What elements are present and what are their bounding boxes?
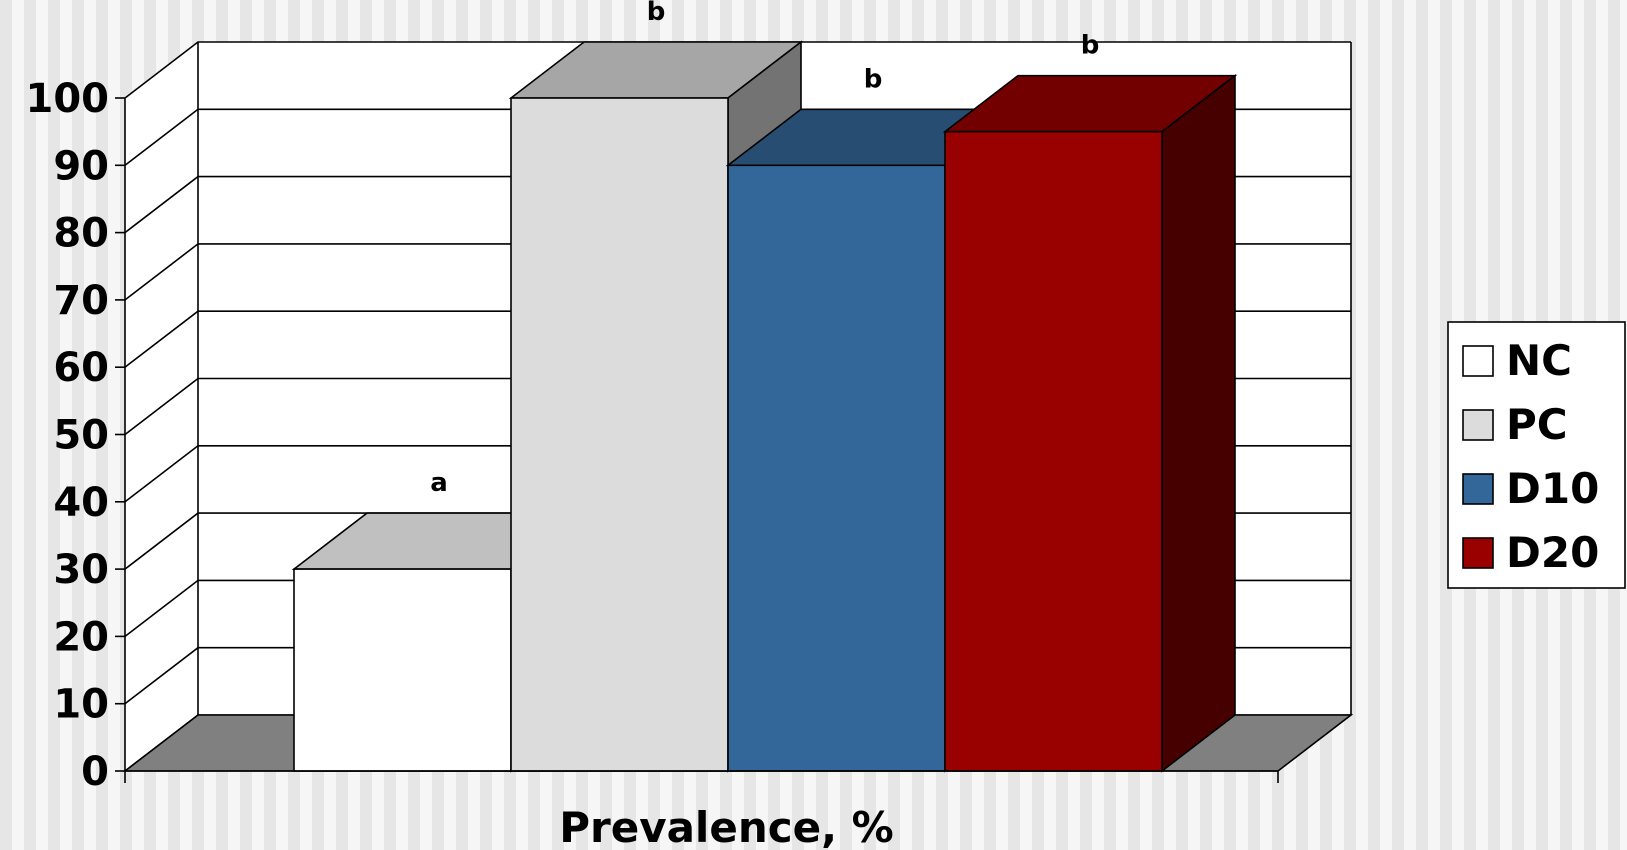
x-axis-title: Prevalence, % [559, 803, 894, 850]
y-tick-label: 40 [53, 480, 109, 526]
bar-d20 [942, 74, 1238, 773]
legend-label: NC [1506, 336, 1572, 385]
legend-label: PC [1506, 400, 1568, 449]
legend-swatch [1462, 409, 1494, 441]
legend-swatch [1462, 345, 1494, 377]
legend-item-d20: D20 [1462, 528, 1599, 577]
significance-label: a [430, 468, 448, 498]
bar-side [1161, 74, 1236, 773]
legend-item-nc: NC [1462, 336, 1572, 385]
y-tick-label: 90 [53, 143, 109, 189]
significance-label: b [864, 64, 883, 94]
y-axis: 0 10 20 30 40 50 60 70 80 90 100 [26, 76, 1279, 795]
bar-front [293, 568, 512, 772]
y-tick-label: 20 [53, 614, 109, 660]
significance-label: b [1081, 31, 1100, 61]
y-tick-label: 0 [81, 749, 109, 795]
y-tick-label: 50 [53, 413, 109, 459]
bar-front [944, 130, 1163, 772]
y-tick-label: 80 [53, 211, 109, 257]
legend-label: D20 [1506, 528, 1599, 577]
y-tick-label: 60 [53, 345, 109, 391]
legend-swatch [1462, 537, 1494, 569]
bars [291, 40, 1238, 773]
legend-item-d10: D10 [1462, 464, 1599, 513]
legend-item-pc: PC [1462, 400, 1568, 449]
bar-front [727, 164, 946, 772]
significance-label: b [647, 0, 666, 27]
legend-label: D10 [1506, 464, 1599, 513]
legend: NC PC D10 D20 [1447, 321, 1626, 589]
y-tick-label: 100 [26, 76, 110, 122]
y-tick-label: 10 [53, 682, 109, 728]
bar-front [510, 97, 729, 772]
y-tick-label: 70 [53, 278, 109, 324]
legend-swatch [1462, 473, 1494, 505]
y-tick-label: 30 [53, 547, 109, 593]
data-labels: a b b b [430, 0, 1099, 498]
